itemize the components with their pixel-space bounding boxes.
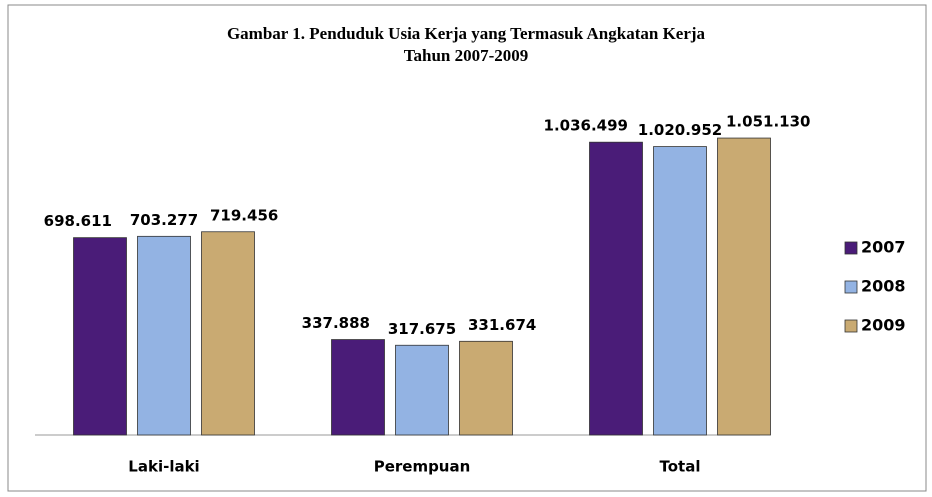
- value-label: 719.456: [210, 206, 278, 224]
- bar: [395, 344, 449, 436]
- value-label: 317.675: [388, 320, 456, 338]
- x-tick-label: Laki-laki: [128, 458, 199, 476]
- legend-swatch: [844, 241, 858, 255]
- value-label: 1.020.952: [638, 121, 722, 139]
- value-label: 331.674: [468, 316, 536, 334]
- x-tick-label: Perempuan: [374, 458, 471, 476]
- legend-swatch: [844, 280, 858, 294]
- x-tick-label: Total: [660, 458, 701, 476]
- legend-label: 2009: [861, 316, 906, 335]
- value-label: 1.036.499: [544, 117, 628, 135]
- bar: [589, 141, 643, 436]
- value-label: 703.277: [130, 211, 198, 229]
- bar: [73, 237, 127, 436]
- bar: [201, 231, 255, 436]
- chart-title: Gambar 1. Penduduk Usia Kerja yang Terma…: [227, 24, 706, 43]
- legend-label: 2008: [861, 277, 906, 296]
- bar: [331, 339, 385, 436]
- chart-subtitle: Tahun 2007-2009: [404, 46, 529, 65]
- value-label: 337.888: [302, 314, 370, 332]
- legend-swatch: [844, 319, 858, 333]
- bar: [459, 340, 513, 436]
- legend-label: 2007: [861, 238, 906, 257]
- value-label: 1.051.130: [726, 113, 810, 131]
- bar: [653, 146, 707, 436]
- bar: [717, 137, 771, 436]
- bar: [137, 235, 191, 436]
- value-label: 698.611: [44, 212, 112, 230]
